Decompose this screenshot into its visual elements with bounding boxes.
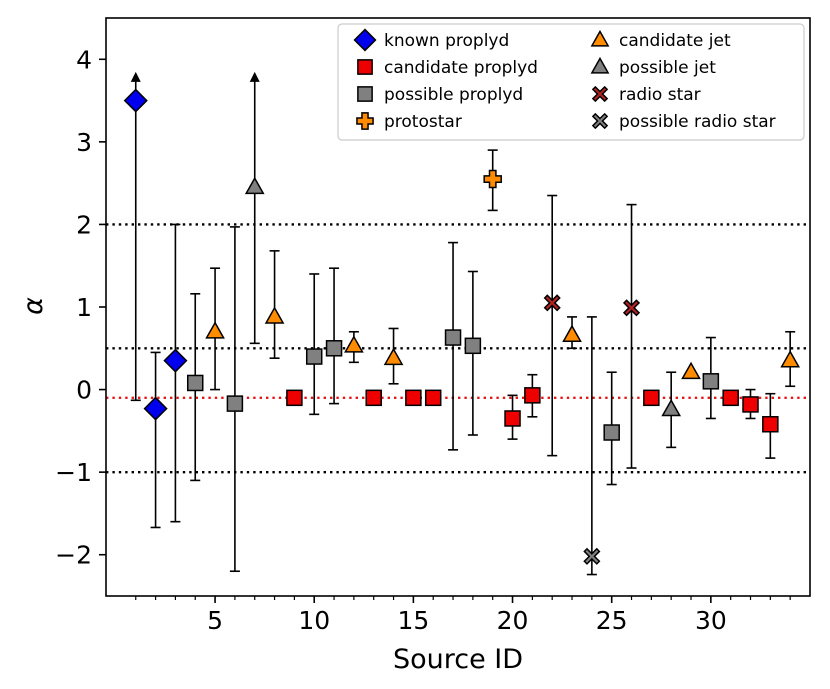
data-point-source-20 xyxy=(504,410,521,427)
x-tick-label: 5 xyxy=(207,606,223,635)
legend-marker-square-icon xyxy=(357,59,373,75)
data-point-source-30 xyxy=(702,373,720,390)
legend-label: possible proplyd xyxy=(384,85,523,105)
data-point-source-10 xyxy=(305,348,323,365)
data-point-source-34 xyxy=(780,350,801,368)
legend-marker-x-icon xyxy=(591,85,609,103)
data-point-source-22 xyxy=(543,294,561,312)
y-tick-label: 4 xyxy=(76,45,92,74)
data-point-source-25 xyxy=(603,424,620,441)
data-point-source-32 xyxy=(742,396,759,413)
x-tick-label: 15 xyxy=(397,606,429,635)
legend-marker-plus-icon xyxy=(356,112,374,130)
data-markers xyxy=(123,88,801,565)
legend-marker-x-icon xyxy=(591,112,609,130)
error-bar-source-26 xyxy=(626,203,637,469)
data-point-source-4 xyxy=(186,374,204,392)
error-bar-source-8 xyxy=(269,250,280,359)
legend-marker-diamond-icon xyxy=(353,28,377,52)
y-tick-label: 3 xyxy=(76,128,92,157)
data-point-source-31 xyxy=(722,389,739,407)
data-point-source-33 xyxy=(762,416,779,433)
data-point-source-13 xyxy=(365,389,382,407)
upper-limit-arrow xyxy=(249,71,260,82)
data-point-source-23 xyxy=(562,324,582,342)
legend-label: possible radio star xyxy=(619,112,776,132)
x-tick-label: 10 xyxy=(298,606,330,635)
legend-entry-possible-radio-star: possible radio star xyxy=(591,112,776,132)
data-point-source-27 xyxy=(643,389,660,407)
legend-entry-possible-jet: possible jet xyxy=(590,56,716,78)
legend-marker-triangle-icon xyxy=(590,29,610,47)
data-point-source-16 xyxy=(424,389,442,407)
y-tick-label: 2 xyxy=(76,210,92,239)
data-point-source-29 xyxy=(681,361,701,380)
legend-label: radio star xyxy=(619,85,701,105)
legend-entry-possible-proplyd: possible proplyd xyxy=(357,85,523,105)
data-point-source-6 xyxy=(226,395,244,412)
data-point-source-9 xyxy=(286,389,303,407)
data-point-source-17 xyxy=(444,329,462,346)
axes: −2 −1 0 1 2 3 4 5 10 15 20 25 30 xyxy=(55,17,811,635)
x-axis-label: Source ID xyxy=(393,644,523,675)
data-point-source-24 xyxy=(583,547,601,565)
error-bar-source-3 xyxy=(170,223,181,523)
y-tick-label: 1 xyxy=(76,293,92,322)
legend-label: candidate proplyd xyxy=(384,58,538,78)
data-point-source-1 xyxy=(123,88,148,113)
error-bar-source-11 xyxy=(329,267,340,405)
y-tick-label: −2 xyxy=(55,541,92,570)
legend-box xyxy=(337,23,805,141)
data-point-source-2 xyxy=(143,396,168,421)
x-tick-label: 25 xyxy=(596,606,628,635)
legend-label: possible jet xyxy=(619,58,716,78)
legend-entry-candidate-jet: candidate jet xyxy=(590,29,731,51)
error-bar-source-22 xyxy=(547,194,558,457)
error-bar-source-10 xyxy=(309,273,320,416)
data-point-source-12 xyxy=(344,335,364,353)
data-point-source-11 xyxy=(325,340,343,357)
y-axis-label: α xyxy=(18,297,49,315)
reference-lines xyxy=(106,223,810,474)
legend-label: known proplyd xyxy=(384,31,509,51)
legend-entry-radio-star: radio star xyxy=(591,85,701,105)
y-tick-label: −1 xyxy=(55,458,92,487)
data-point-source-15 xyxy=(405,389,422,407)
data-point-source-21 xyxy=(524,387,541,404)
error-bar-source-7 xyxy=(249,71,260,345)
y-tick-label: 0 xyxy=(76,376,92,405)
legend: known proplyd candidate proplyd possible p… xyxy=(337,23,805,141)
error-bar-source-1 xyxy=(130,71,141,402)
error-bar-source-24 xyxy=(586,316,597,576)
legend-entry-protostar: protostar xyxy=(356,112,462,132)
data-point-source-18 xyxy=(464,337,482,355)
legend-label: protostar xyxy=(384,112,462,132)
data-point-source-26 xyxy=(622,299,641,317)
error-bar-source-17 xyxy=(448,241,459,451)
legend-marker-square-icon xyxy=(357,86,373,102)
legend-entry-candidate-proplyd: candidate proplyd xyxy=(357,58,538,78)
legend-label: candidate jet xyxy=(619,31,731,51)
data-point-source-14 xyxy=(383,347,404,366)
error-bar-source-2 xyxy=(150,351,161,529)
data-point-source-7 xyxy=(244,176,265,195)
x-tick-label: 30 xyxy=(695,606,727,635)
data-point-source-19 xyxy=(483,169,502,189)
x-tick-label: 20 xyxy=(497,606,529,635)
data-point-source-28 xyxy=(661,398,682,417)
legend-entry-known: known proplyd xyxy=(353,28,509,52)
data-point-source-5 xyxy=(205,321,225,339)
data-point-source-3 xyxy=(163,348,188,373)
data-point-source-8 xyxy=(264,306,285,324)
legend-marker-triangle-icon xyxy=(590,56,610,74)
upper-limit-arrow xyxy=(130,71,141,82)
